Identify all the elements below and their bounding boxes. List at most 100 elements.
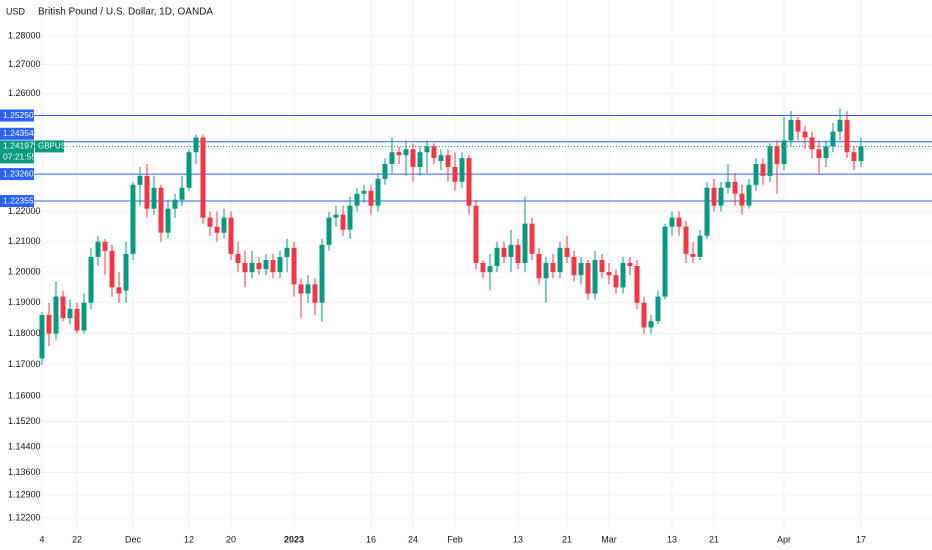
candle-body bbox=[403, 149, 409, 156]
candle-body bbox=[522, 223, 528, 263]
candle-body bbox=[410, 149, 416, 167]
candle-body bbox=[487, 266, 493, 273]
level-tag-label: 1.22355 bbox=[3, 195, 34, 205]
candle-body bbox=[151, 187, 157, 209]
level-tag-label: 1.23260 bbox=[3, 168, 34, 178]
y-tick-label: 1.15200 bbox=[8, 416, 41, 426]
chart-title: British Pound / U.S. Dollar, 1D, OANDA bbox=[38, 7, 213, 18]
y-tick-label: 1.16000 bbox=[8, 390, 41, 400]
x-tick-label: 16 bbox=[366, 534, 376, 544]
candle-body bbox=[312, 284, 318, 303]
candle-body bbox=[809, 137, 815, 150]
x-tick-label: 13 bbox=[513, 534, 523, 544]
candle-body bbox=[543, 262, 549, 279]
candle-body bbox=[711, 187, 717, 206]
candle-body bbox=[298, 284, 304, 294]
candle-body bbox=[564, 247, 570, 257]
candle-body bbox=[515, 244, 521, 263]
candle-body bbox=[291, 247, 297, 285]
candle-body bbox=[424, 146, 430, 153]
candle-body bbox=[648, 321, 654, 328]
candle-body bbox=[480, 262, 486, 273]
candle-body bbox=[452, 166, 458, 182]
candle-body bbox=[767, 146, 773, 176]
level-tag-label: 1.25250 bbox=[3, 110, 34, 120]
y-tick-label: 1.17000 bbox=[8, 359, 41, 369]
candle-body bbox=[333, 214, 339, 218]
candle-body bbox=[802, 131, 808, 138]
candle-body bbox=[242, 262, 248, 273]
candle-body bbox=[746, 184, 752, 206]
candle-body bbox=[340, 214, 346, 230]
candle-body bbox=[662, 226, 668, 297]
candle-body bbox=[361, 190, 367, 194]
candle-body bbox=[620, 262, 626, 288]
candle-body bbox=[585, 262, 591, 294]
candle-body bbox=[739, 193, 745, 206]
x-tick-label: Dec bbox=[125, 534, 142, 544]
candle-body bbox=[417, 152, 423, 167]
candle-body bbox=[844, 119, 850, 153]
candle-body bbox=[718, 187, 724, 206]
candle-body bbox=[256, 262, 262, 270]
candle-body bbox=[109, 250, 115, 288]
y-tick-label: 1.22000 bbox=[8, 206, 41, 216]
candle-body bbox=[39, 315, 45, 359]
level-tag bbox=[0, 168, 34, 181]
candle-body bbox=[263, 259, 269, 270]
candle-body bbox=[606, 272, 612, 276]
candle-body bbox=[550, 262, 556, 273]
y-tick-label: 1.26000 bbox=[8, 88, 41, 98]
candle-body bbox=[494, 247, 500, 267]
candle-body bbox=[760, 164, 766, 176]
candle-body bbox=[186, 152, 192, 188]
candle-body bbox=[732, 181, 738, 194]
candle-body bbox=[46, 315, 52, 334]
candle-body bbox=[53, 296, 59, 334]
x-tick-label: 12 bbox=[184, 534, 194, 544]
candle-body bbox=[536, 253, 542, 279]
candle-body bbox=[599, 259, 605, 273]
y-tick-label: 1.13600 bbox=[8, 467, 41, 477]
candle-body bbox=[88, 256, 94, 303]
candle-body bbox=[788, 119, 794, 141]
y-tick-label: 1.12900 bbox=[8, 490, 41, 500]
candle-body bbox=[795, 119, 801, 132]
level-tag bbox=[0, 195, 34, 208]
x-tick-label: 20 bbox=[226, 534, 236, 544]
level-tag bbox=[0, 109, 34, 122]
candle-body bbox=[81, 302, 87, 331]
candle-body bbox=[781, 140, 787, 165]
candle-body bbox=[396, 152, 402, 156]
candle-body bbox=[60, 296, 66, 319]
y-tick-label: 1.18000 bbox=[8, 328, 41, 338]
candle-body bbox=[473, 205, 479, 263]
candle-body bbox=[270, 259, 276, 273]
candle-body bbox=[95, 241, 101, 257]
candle-body bbox=[319, 244, 325, 303]
candle-body bbox=[382, 164, 388, 179]
candle-body bbox=[354, 193, 360, 206]
axis: 1.28000 1.27000 1.26000 1.22000 1.21000 1.200… bbox=[0, 30, 866, 544]
candle-body bbox=[508, 244, 514, 257]
y-tick-label: 1.14400 bbox=[8, 441, 41, 451]
x-tick-label: 21 bbox=[562, 534, 572, 544]
candle-body bbox=[200, 137, 206, 218]
candle-body bbox=[641, 302, 647, 328]
candle-body bbox=[690, 253, 696, 257]
y-tick-label: 1.21000 bbox=[8, 236, 41, 246]
x-tick-label: 24 bbox=[408, 534, 418, 544]
candle-body bbox=[228, 217, 234, 254]
candle-body bbox=[207, 217, 213, 227]
candle-body bbox=[389, 152, 395, 165]
x-tick-label: 13 bbox=[667, 534, 677, 544]
candle-body bbox=[529, 223, 535, 254]
candle-body bbox=[445, 155, 451, 167]
candle-body bbox=[578, 262, 584, 276]
candle-body bbox=[823, 146, 829, 159]
candle-body bbox=[102, 241, 108, 251]
candle-body bbox=[347, 205, 353, 230]
currency-label: USD bbox=[6, 6, 26, 16]
candle-body bbox=[123, 253, 129, 291]
candle-body bbox=[431, 146, 437, 159]
